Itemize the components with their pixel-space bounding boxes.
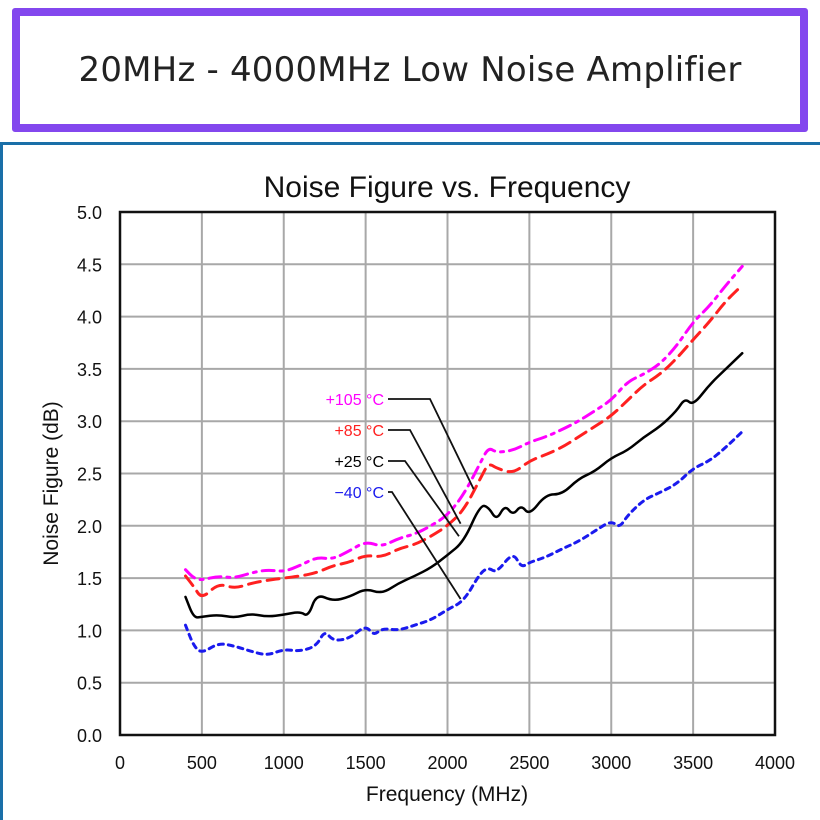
series-lines — [184, 264, 744, 656]
legend: +105 °C +85 °C +25 °C −40 °C — [326, 392, 475, 600]
legend-leader-line — [388, 460, 460, 537]
y-tick-label: 4.0 — [77, 308, 102, 328]
y-axis-label: Noise Figure (dB) — [40, 401, 63, 566]
legend-label: −40 °C — [334, 485, 384, 502]
x-tick-label: 4000 — [755, 753, 795, 773]
header-box: 20MHz - 4000MHz Low Noise Amplifier — [12, 8, 808, 132]
y-tick-label: 0.5 — [77, 674, 102, 694]
y-tick-label: 4.5 — [77, 255, 102, 275]
series-line — [184, 430, 744, 656]
y-tick-label: 5.0 — [77, 203, 102, 223]
legend-label: +105 °C — [326, 392, 384, 409]
panel-top-border — [0, 142, 820, 145]
legend-label: +25 °C — [334, 454, 384, 471]
plot-frame — [118, 210, 777, 737]
noise-figure-chart: Noise Figure vs. Frequency 0 500 1000 1500 2… — [40, 171, 795, 806]
x-axis-label: Frequency (MHz) — [366, 783, 528, 806]
y-tick-label: 3.5 — [77, 360, 102, 380]
legend-leader-line — [388, 429, 462, 525]
y-tick-label: 2.5 — [77, 465, 102, 485]
y-tick-label: 1.5 — [77, 569, 102, 589]
x-tick-label: 2000 — [427, 753, 467, 773]
legend-label: +85 °C — [334, 423, 384, 440]
x-tick-labels: 0 500 1000 1500 2000 2500 3000 3500 4000 — [115, 753, 795, 773]
y-tick-label: 3.0 — [77, 412, 102, 432]
panel-left-border — [0, 142, 3, 820]
header-title: 20MHz - 4000MHz Low Noise Amplifier — [78, 50, 742, 90]
series-line — [184, 283, 744, 597]
x-tick-label: 2500 — [509, 753, 549, 773]
y-tick-labels: 0.0 0.5 1.0 1.5 2.0 2.5 3.0 3.5 4.0 4.5 5.0 — [77, 203, 102, 746]
y-tick-label: 0.0 — [77, 726, 102, 746]
x-tick-label: 3000 — [591, 753, 631, 773]
chart-title: Noise Figure vs. Frequency — [264, 171, 631, 204]
y-tick-label: 2.0 — [77, 517, 102, 537]
x-tick-label: 3500 — [673, 753, 713, 773]
series-line — [184, 264, 744, 581]
x-tick-label: 1000 — [264, 753, 304, 773]
x-tick-label: 500 — [187, 753, 217, 773]
x-tick-label: 0 — [115, 753, 125, 773]
series-line — [184, 351, 744, 619]
grid — [120, 212, 775, 735]
legend-leader-line — [388, 491, 462, 600]
y-tick-label: 1.0 — [77, 621, 102, 641]
x-tick-label: 1500 — [346, 753, 386, 773]
legend-leader-line — [388, 398, 475, 490]
